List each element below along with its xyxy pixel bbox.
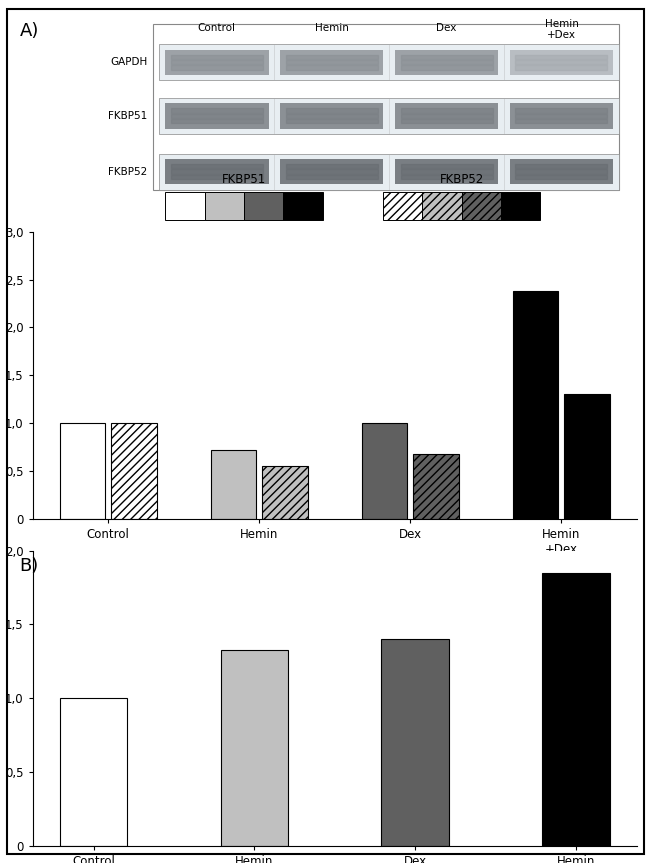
Bar (510, 159, 613, 184)
Text: FKBP51: FKBP51 (108, 111, 148, 121)
Text: B): B) (20, 557, 39, 575)
Bar (422, 192, 461, 220)
Text: FKBP52: FKBP52 (108, 167, 148, 177)
Bar (159, 154, 619, 190)
Bar (153, 24, 619, 190)
Bar (462, 192, 501, 220)
Bar (220, 650, 288, 846)
Bar (564, 394, 610, 519)
Bar (60, 698, 127, 846)
Bar (501, 192, 540, 220)
Y-axis label: Fold change relative to control
(FKBP51/52 normalized to GAPDH): Fold change relative to control (FKBP51/… (0, 286, 1, 465)
Bar (510, 104, 613, 129)
Text: Hemin: Hemin (315, 22, 348, 33)
Text: FKBP52: FKBP52 (439, 173, 484, 186)
Bar (165, 49, 268, 75)
Bar (211, 450, 256, 519)
Bar (395, 159, 499, 184)
Bar (280, 159, 383, 184)
Bar (111, 423, 157, 519)
Bar (383, 192, 422, 220)
Bar (166, 192, 205, 220)
Bar (382, 639, 449, 846)
Bar (244, 192, 283, 220)
Bar (280, 49, 383, 75)
Bar (513, 291, 558, 519)
Bar (395, 49, 499, 75)
Bar (280, 104, 383, 129)
Bar (510, 49, 613, 75)
Bar (362, 423, 407, 519)
Text: Control: Control (198, 22, 236, 33)
Text: GAPDH: GAPDH (110, 57, 148, 67)
Text: FKBP51: FKBP51 (222, 173, 266, 186)
Text: A): A) (20, 22, 39, 40)
Bar (159, 44, 619, 80)
Bar (165, 104, 268, 129)
Bar (542, 573, 610, 846)
Bar (283, 192, 322, 220)
Bar (165, 159, 268, 184)
Text: Dex: Dex (436, 22, 457, 33)
Bar (413, 454, 458, 519)
Bar (60, 423, 105, 519)
Text: Hemin
+Dex: Hemin +Dex (545, 19, 578, 40)
Bar (159, 98, 619, 134)
Bar (395, 104, 499, 129)
Bar (263, 466, 307, 519)
Bar (205, 192, 244, 220)
